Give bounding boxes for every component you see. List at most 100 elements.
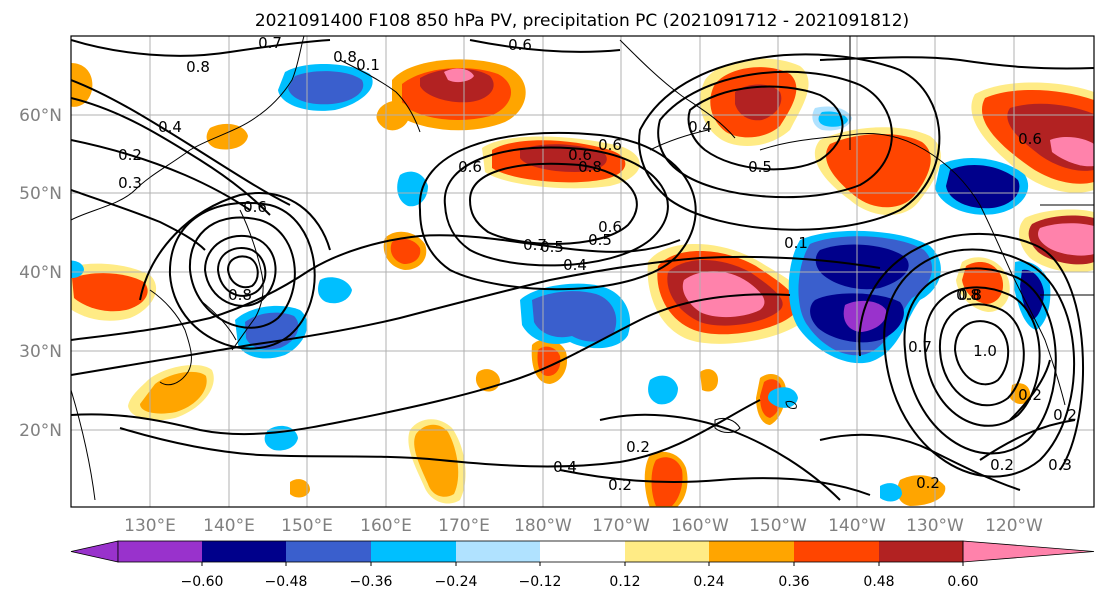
precip-anomaly-area	[140, 371, 207, 414]
colorbar-segment	[625, 541, 709, 562]
contour-label: 0.6	[243, 198, 267, 216]
pv-contour-line	[71, 255, 881, 376]
pv-contour-line	[858, 232, 1084, 471]
contour-label: 0.4	[553, 458, 577, 476]
precip-anomaly-area	[72, 273, 148, 312]
precip-anomaly-area	[1038, 223, 1094, 256]
pv-contour-line	[468, 162, 638, 245]
pv-contour-line	[938, 303, 1025, 407]
pv-contour-line	[119, 399, 761, 468]
precip-anomaly-area	[735, 84, 782, 121]
colorbar-ticks	[201, 562, 964, 566]
contour-label: 0.8	[956, 286, 980, 304]
precipitation-shading	[71, 58, 1094, 507]
pv-contour-labels: 0.70.8 0.10.80.40.30.20.60.60.60.80.60.70…	[118, 34, 1077, 494]
pv-contour-line	[188, 216, 296, 329]
longitude-label: 170°E	[438, 516, 490, 536]
precip-anomaly-area	[897, 475, 946, 506]
pv-contour-line	[226, 255, 259, 289]
coastline	[619, 39, 736, 139]
longitude-label: 140°W	[828, 516, 886, 536]
contour-label: 0.7	[523, 236, 547, 254]
map-title: 2021091400 F108 850 hPa PV, precipitatio…	[255, 11, 909, 31]
longitude-label: 140°E	[203, 516, 255, 536]
precip-anomaly-area	[390, 238, 421, 264]
precip-anomaly-area	[843, 300, 887, 332]
contour-label: 0.3	[118, 174, 142, 192]
pv-contour-line	[923, 286, 1041, 427]
pv-contour-line	[559, 469, 871, 496]
precip-anomaly-area	[206, 123, 248, 150]
colorbar-tick-label: −0.48	[265, 574, 308, 590]
pv-contour-line	[71, 234, 681, 341]
coastline	[339, 59, 421, 133]
contour-label: 0.5	[588, 231, 612, 249]
contour-label: 0.2	[916, 474, 940, 492]
pv-contour-line	[687, 85, 844, 171]
contour-label: 0.8	[578, 158, 602, 176]
coastline	[714, 417, 741, 433]
pv-contour-line	[638, 53, 941, 231]
precip-anomaly-area	[880, 483, 902, 502]
contour-label: 0.5	[748, 158, 772, 176]
colorbar-segment	[540, 541, 625, 562]
coastline	[71, 36, 305, 221]
colorbar-tick-label: 0.48	[863, 574, 894, 590]
pv-contour-line	[469, 39, 621, 53]
colorbar-segments	[70, 540, 1095, 563]
colorbar-tick-label: 0.12	[609, 574, 640, 590]
pv-contour-line	[443, 146, 669, 267]
contour-label: 0.6	[458, 158, 482, 176]
colorbar-tick-label: 0.60	[947, 574, 978, 590]
colorbar-tick-label: 0.24	[693, 574, 724, 590]
latitude-label: 20°N	[19, 421, 62, 441]
contour-label: 0.4	[563, 256, 587, 274]
colorbar-tick-label: −0.60	[181, 574, 224, 590]
pv-contour-line	[903, 267, 1057, 455]
precip-anomaly-area	[1050, 137, 1094, 167]
pv-contour-line	[71, 139, 251, 211]
contour-label: 0.6	[598, 136, 622, 154]
longitude-label: 150°E	[281, 516, 333, 536]
pv-contour-line	[216, 247, 267, 297]
latitude-labels: 60°N 50°N 40°N 30°N 20°N	[19, 106, 62, 441]
pv-contour-line	[139, 192, 331, 301]
contour-label: 0.8	[333, 48, 357, 66]
coastline	[231, 209, 264, 351]
colorbar-segment	[118, 541, 202, 562]
contour-label: 0.1	[784, 234, 808, 252]
precip-anomaly-area	[444, 68, 474, 83]
colorbar-segment	[371, 541, 456, 562]
pv-contours	[71, 39, 1094, 501]
colorbar-segment	[286, 541, 371, 562]
contour-label: 0.4	[688, 118, 712, 136]
precip-anomaly-area	[414, 424, 459, 497]
latitude-label: 30°N	[19, 342, 62, 362]
precip-anomaly-area	[532, 291, 617, 342]
colorbar-extend-high	[962, 540, 1095, 563]
pv-contour-line	[953, 320, 1010, 386]
precip-anomaly-area	[946, 165, 1020, 209]
contour-label: 0.7	[258, 34, 282, 52]
colorbar-tick-label: 0.36	[778, 574, 809, 590]
colorbar-tick-label: −0.36	[350, 574, 393, 590]
longitude-label: 130°W	[906, 516, 964, 536]
colorbar-segment	[879, 541, 963, 562]
precip-anomaly-area	[318, 277, 352, 304]
pv-contour-line	[71, 39, 331, 57]
precip-anomaly-area	[700, 369, 718, 392]
longitude-label: 150°W	[749, 516, 807, 536]
contour-label: 0.6	[568, 146, 592, 164]
contour-label: 0.6	[598, 218, 622, 236]
longitude-label: 160°E	[360, 516, 412, 536]
longitude-label: 130°E	[124, 516, 176, 536]
precip-anomaly-area	[376, 100, 410, 131]
pv-contour-line	[203, 234, 277, 307]
pv-contour-line	[657, 70, 893, 199]
precip-anomaly-area	[768, 387, 798, 408]
coastline	[785, 401, 797, 409]
pv-contour-line	[599, 413, 841, 501]
colorbar-segment	[456, 541, 540, 562]
pv-contour-line	[979, 419, 1076, 461]
